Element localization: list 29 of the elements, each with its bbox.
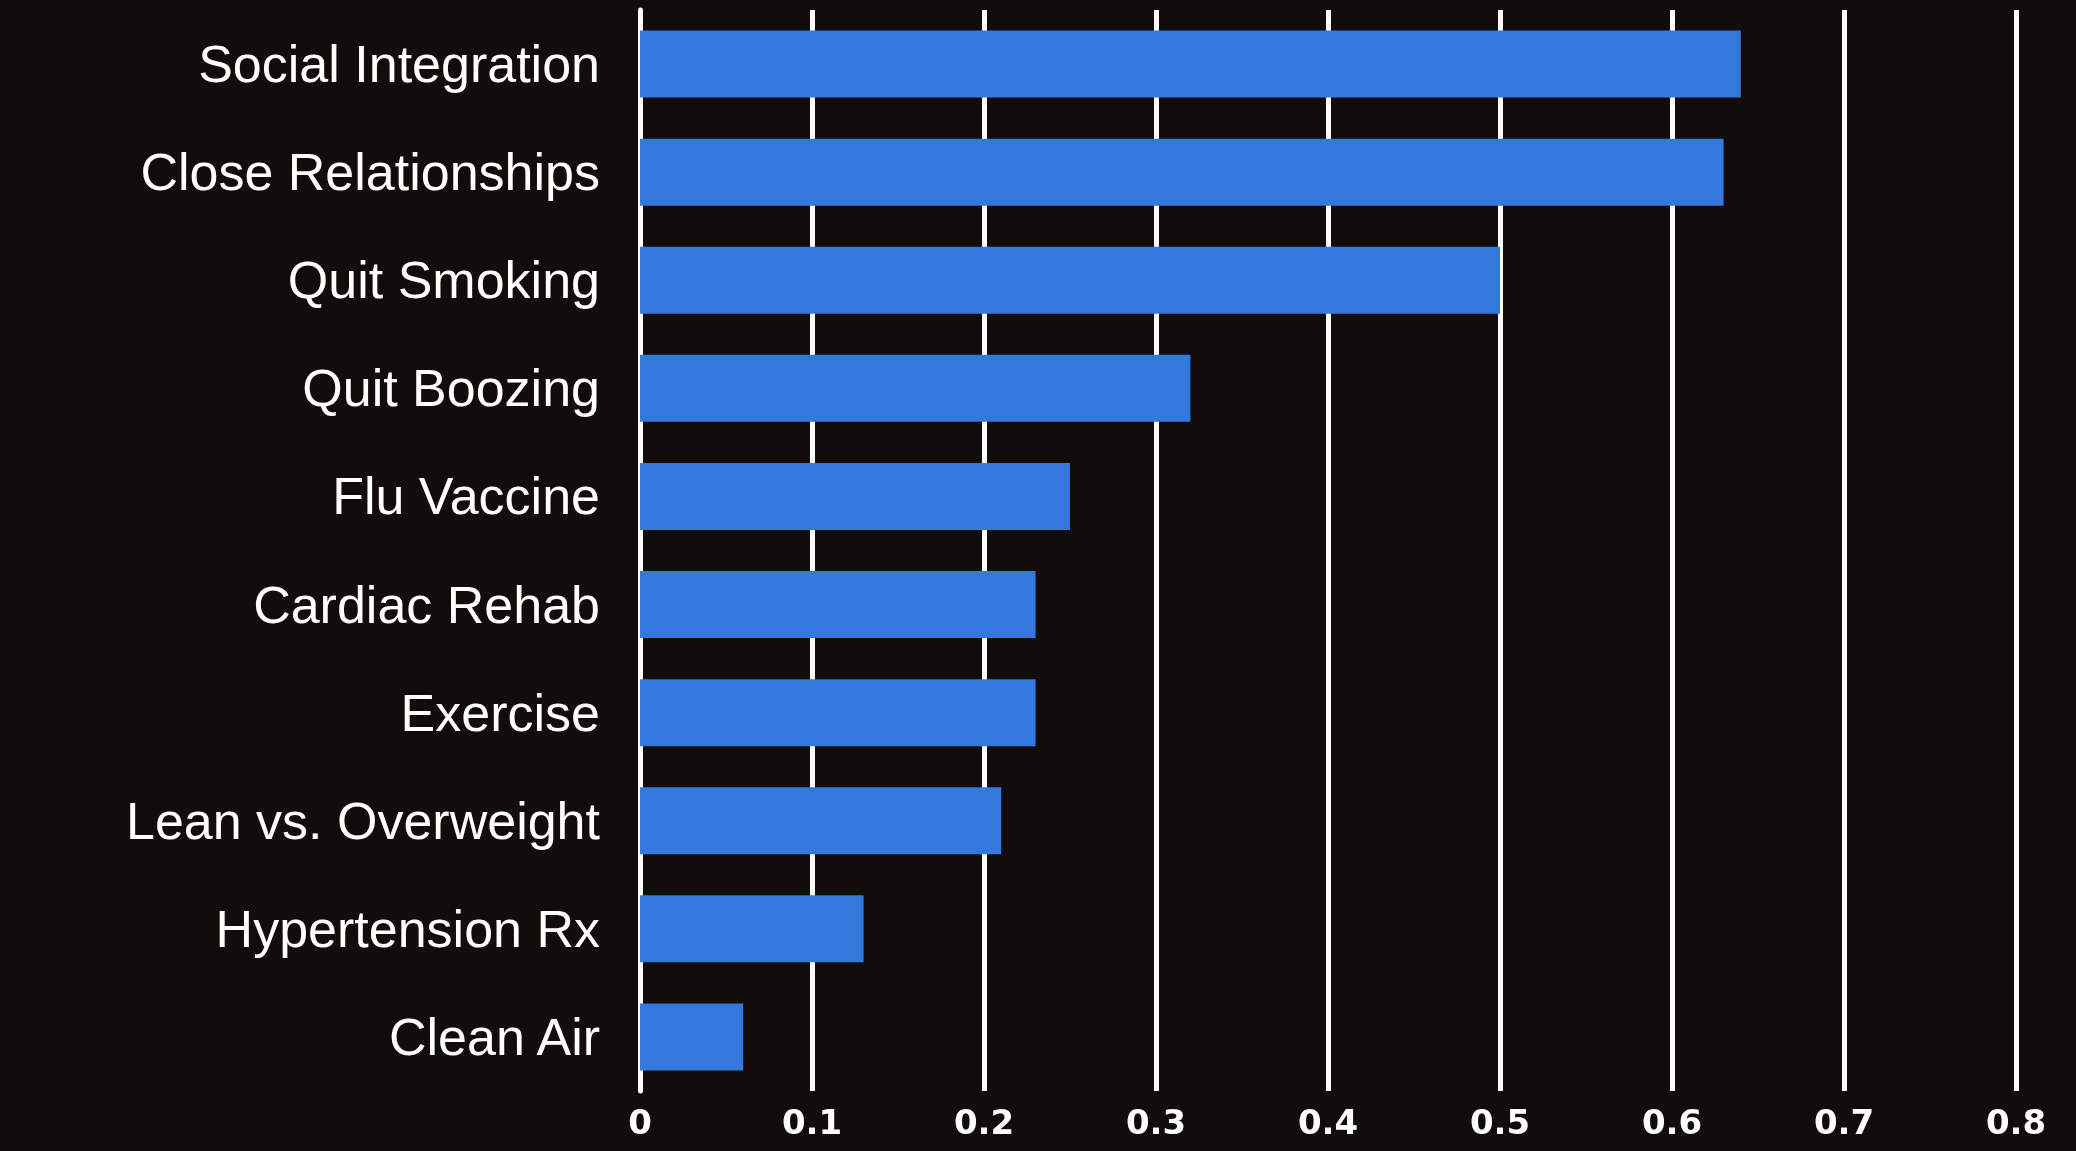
y-tick-label: Social Integration xyxy=(198,35,600,94)
bar xyxy=(640,138,1724,206)
x-tick-label: 0.3 xyxy=(1125,1102,1187,1142)
x-tick-label: 0.8 xyxy=(1985,1102,2047,1142)
x-tick-label: 0.7 xyxy=(1813,1102,1875,1142)
bar xyxy=(640,462,1070,530)
y-tick-label: Clean Air xyxy=(389,1007,600,1066)
bar xyxy=(640,787,1002,855)
x-tick-label: 0.5 xyxy=(1469,1102,1531,1142)
y-tick-label: Exercise xyxy=(400,683,600,742)
bar xyxy=(640,571,1036,639)
x-tick-label: 0.2 xyxy=(953,1102,1015,1142)
x-tick-label: 0.1 xyxy=(781,1102,843,1142)
x-tick-label: 0.6 xyxy=(1641,1102,1703,1142)
x-tick-label: 0 xyxy=(628,1102,652,1142)
bar xyxy=(640,1003,744,1071)
y-tick-label: Quit Boozing xyxy=(302,359,600,418)
y-tick-label: Quit Smoking xyxy=(287,251,600,310)
bar xyxy=(640,246,1500,314)
y-tick-label: Cardiac Rehab xyxy=(253,575,600,634)
y-tick-label: Flu Vaccine xyxy=(332,467,600,526)
bar xyxy=(640,30,1741,98)
x-tick-label: 0.4 xyxy=(1297,1102,1359,1142)
bar xyxy=(640,895,864,963)
y-tick-label: Close Relationships xyxy=(140,143,600,202)
y-tick-label: Lean vs. Overweight xyxy=(125,791,601,850)
bar xyxy=(640,679,1036,747)
bar xyxy=(640,354,1191,422)
y-tick-label: Hypertension Rx xyxy=(215,899,600,958)
